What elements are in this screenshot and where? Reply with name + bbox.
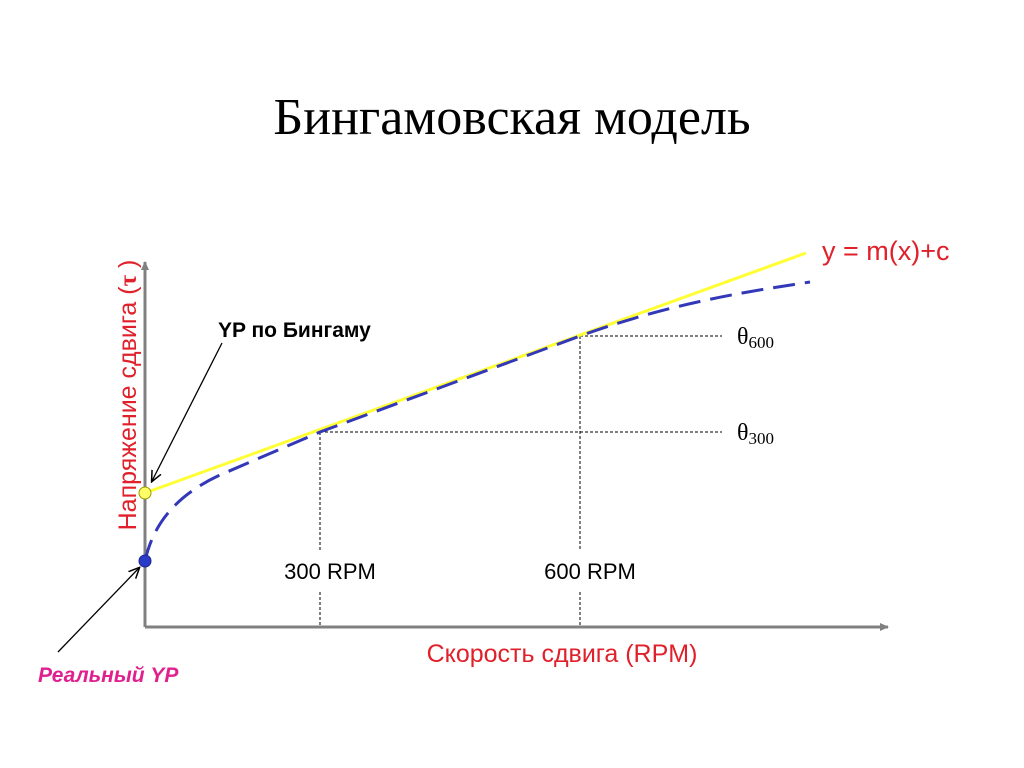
page-title: Бингамовская модель (273, 89, 751, 146)
theta600-label: θ600 (737, 324, 774, 352)
rpm300-label: 300 RPM (284, 559, 376, 584)
bingham-yp-label: YP по Бингаму (218, 319, 371, 342)
theta300-label: θ300 (737, 420, 774, 448)
real-yp-curve (143, 280, 811, 562)
real-yp-point (138, 554, 152, 568)
bingham-yp-point (138, 486, 152, 500)
bingham-yp-arrow (152, 342, 223, 481)
real-yp-label: Реальный YP (38, 664, 179, 687)
x-axis-label: Скорость сдвига (RPM) (427, 640, 698, 668)
rpm600-label: 600 RPM (544, 559, 636, 584)
equation-label: y = m(x)+c (822, 236, 950, 266)
y-axis-label: Напряжение сдвига (τ ) (114, 260, 142, 531)
real-yp-arrow (57, 568, 139, 653)
